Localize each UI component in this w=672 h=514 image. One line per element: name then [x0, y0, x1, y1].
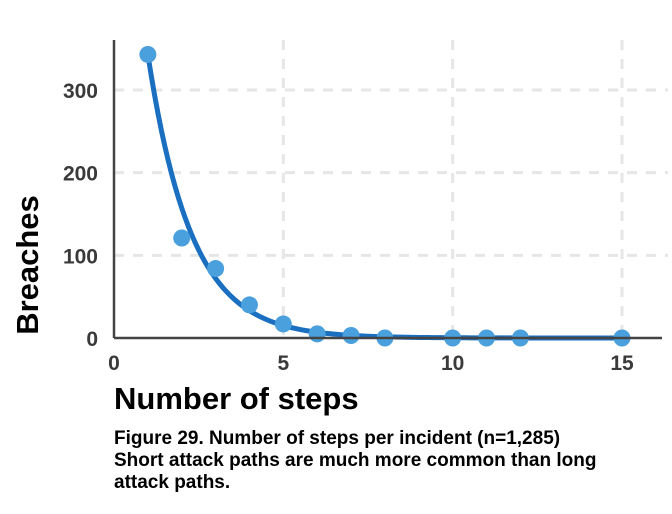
caption-line-3: attack paths.	[114, 472, 231, 493]
y-tick-labels: 0 100 200 300	[63, 80, 98, 351]
chart: 0 5 10 15 0 100 200 300 Number of steps Breach…	[10, 40, 668, 416]
data-point	[240, 296, 258, 314]
x-tick-label: 5	[277, 352, 289, 375]
data-point	[207, 260, 225, 278]
x-tick-label: 10	[441, 352, 464, 375]
y-tick-label: 0	[86, 328, 98, 351]
y-tick-label: 100	[63, 245, 98, 268]
caption-line-2: Short attack paths are much more common …	[114, 450, 597, 471]
y-axis-title: Breaches	[10, 195, 45, 335]
data-point	[274, 315, 292, 333]
data-point	[139, 45, 157, 63]
x-tick-labels: 0 5 10 15	[108, 352, 634, 375]
data-point	[342, 327, 360, 345]
y-tick-label: 300	[63, 80, 98, 103]
caption-line-1: Figure 29. Number of steps per incident …	[114, 428, 561, 449]
x-tick-label: 15	[610, 352, 634, 375]
x-axis-title: Number of steps	[114, 381, 359, 416]
data-point	[173, 229, 191, 247]
x-tick-label: 0	[108, 352, 120, 375]
fit-line	[145, 51, 625, 341]
data-point	[308, 325, 326, 343]
y-tick-label: 200	[63, 163, 98, 186]
grid	[114, 40, 668, 338]
figure-caption: Figure 29. Number of steps per incident …	[114, 428, 670, 494]
